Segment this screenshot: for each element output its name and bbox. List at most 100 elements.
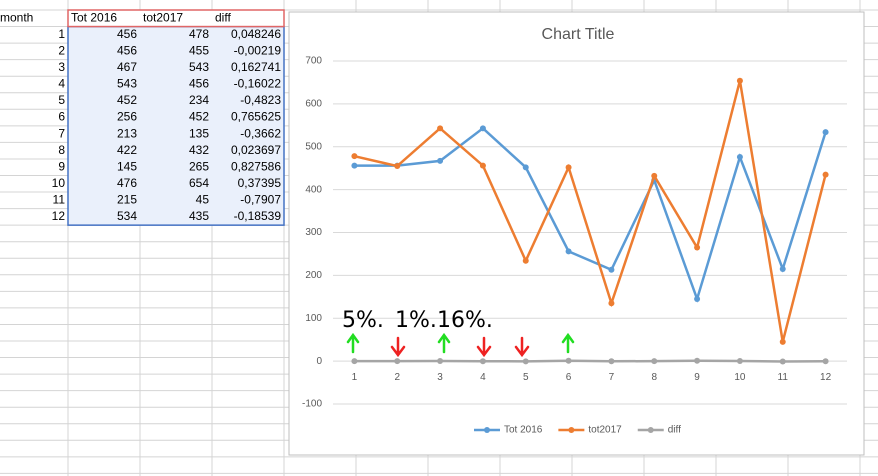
cell: 432 (189, 143, 209, 157)
point (565, 164, 572, 171)
chart-area (288, 11, 865, 456)
hand-arrow (346, 332, 360, 354)
point (779, 338, 786, 345)
cell: 452 (117, 93, 137, 107)
cell: 456 (189, 77, 209, 91)
cell: 0,023697 (231, 143, 281, 157)
hand-arrow (437, 332, 451, 354)
legend-dot (568, 427, 575, 433)
point (351, 153, 358, 160)
point (736, 77, 743, 84)
legend-label: diff (668, 425, 681, 436)
point (437, 157, 444, 164)
legend-dot (647, 427, 654, 433)
cell: 265 (189, 159, 209, 173)
y-tick-label: 700 (305, 56, 322, 67)
x-tick-label: 6 (566, 372, 572, 383)
handwritten-note: 5%. (342, 308, 384, 333)
point (736, 154, 743, 161)
x-tick-label: 3 (437, 372, 443, 383)
x-tick-label: 2 (394, 372, 400, 383)
point (565, 248, 572, 255)
point (822, 358, 829, 365)
cell: 11 (53, 192, 66, 206)
y-tick-label: 600 (305, 99, 322, 110)
point (394, 163, 401, 170)
point (479, 125, 486, 132)
legend-dot (484, 427, 490, 433)
cell: 478 (189, 27, 209, 41)
hand-arrow (514, 336, 530, 358)
cell: 543 (117, 77, 137, 91)
cell: 45 (196, 192, 210, 206)
x-tick-label: 8 (651, 372, 657, 383)
point (694, 244, 701, 251)
point (608, 300, 615, 307)
legend-label: Tot 2016 (504, 425, 543, 436)
cell: 0,37395 (238, 176, 282, 190)
x-tick-label: 12 (820, 372, 832, 383)
y-tick-label: 200 (305, 270, 322, 281)
point (822, 129, 829, 136)
cell: 4 (58, 77, 65, 91)
series-line (354, 80, 827, 343)
header-cell: Tot 2016 (71, 10, 117, 24)
cell: 10 (52, 176, 66, 190)
x-tick-label: 1 (352, 372, 358, 383)
point (522, 358, 529, 365)
cell: 0,162741 (231, 60, 281, 74)
point (479, 162, 486, 169)
cell: -0,18539 (234, 209, 282, 223)
x-tick-label: 4 (480, 372, 486, 383)
cell: 654 (189, 176, 209, 190)
cell: 135 (189, 126, 209, 140)
cell: 435 (189, 209, 209, 223)
cell: 452 (189, 110, 209, 124)
cell: 476 (117, 176, 137, 190)
cell: 256 (117, 110, 137, 124)
cell: 145 (117, 159, 137, 173)
cell: 543 (189, 60, 209, 74)
cell: 7 (58, 126, 65, 140)
y-tick-label: 0 (316, 356, 322, 367)
chart-title: Chart Title (542, 26, 615, 43)
point (651, 358, 658, 365)
cell: 3 (58, 60, 65, 74)
cell: 5 (58, 93, 65, 107)
cell: 455 (189, 44, 209, 58)
handwritten-note: 16%. (437, 308, 493, 333)
point (694, 357, 701, 364)
point (522, 164, 529, 171)
hand-arrow (476, 336, 492, 358)
handwritten-note: 1%. (395, 308, 437, 333)
x-tick-label: 11 (778, 372, 789, 383)
point (736, 357, 743, 364)
cell: 467 (117, 60, 137, 74)
point (694, 295, 701, 302)
cell: 0,827586 (231, 159, 281, 173)
point (351, 162, 358, 169)
cell: 213 (117, 126, 137, 140)
header-cell: tot2017 (143, 10, 183, 24)
cell: 215 (117, 192, 137, 206)
cell: 534 (117, 209, 137, 223)
point (565, 357, 572, 364)
cell: -0,4823 (240, 93, 281, 107)
point (479, 358, 486, 365)
point (522, 257, 529, 264)
point (437, 125, 444, 132)
cell: -0,3662 (240, 126, 281, 140)
series-line (354, 126, 827, 303)
hand-arrow (561, 332, 575, 354)
cell: -0,7907 (240, 192, 281, 206)
series-line (354, 359, 826, 363)
header-box (67, 9, 285, 28)
cell: 422 (117, 143, 137, 157)
cell: 8 (58, 143, 65, 157)
x-tick-label: 7 (609, 372, 615, 383)
point (394, 358, 401, 365)
point (779, 265, 786, 272)
point (779, 358, 786, 365)
y-tick-label: 500 (305, 141, 322, 152)
